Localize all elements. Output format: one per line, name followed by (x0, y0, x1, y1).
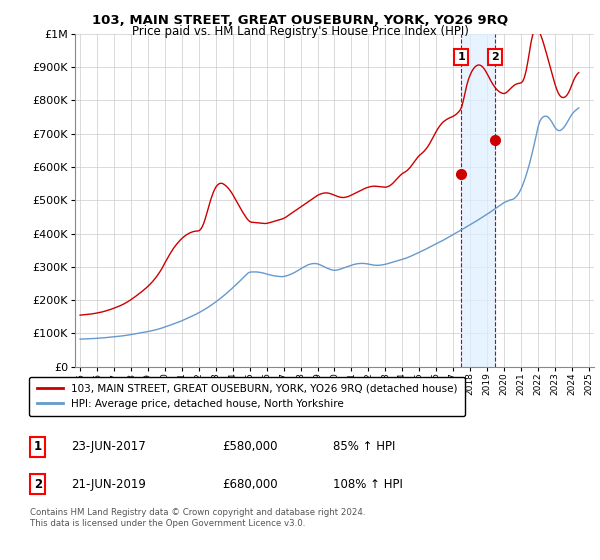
Text: 1: 1 (457, 52, 465, 62)
Bar (461, 34, 495, 367)
Text: 85% ↑ HPI: 85% ↑ HPI (333, 440, 395, 454)
Text: 21-JUN-2019: 21-JUN-2019 (71, 478, 146, 491)
Text: Price paid vs. HM Land Registry's House Price Index (HPI): Price paid vs. HM Land Registry's House … (131, 25, 469, 38)
Text: £680,000: £680,000 (223, 478, 278, 491)
Text: 1: 1 (34, 440, 42, 454)
Text: 103, MAIN STREET, GREAT OUSEBURN, YORK, YO26 9RQ: 103, MAIN STREET, GREAT OUSEBURN, YORK, … (92, 14, 508, 27)
Text: £580,000: £580,000 (223, 440, 278, 454)
Text: Contains HM Land Registry data © Crown copyright and database right 2024.
This d: Contains HM Land Registry data © Crown c… (29, 508, 365, 528)
Text: 23-JUN-2017: 23-JUN-2017 (71, 440, 146, 454)
Text: 2: 2 (34, 478, 42, 491)
Text: 108% ↑ HPI: 108% ↑ HPI (333, 478, 403, 491)
Text: 2: 2 (491, 52, 499, 62)
Legend: 103, MAIN STREET, GREAT OUSEBURN, YORK, YO26 9RQ (detached house), HPI: Average : 103, MAIN STREET, GREAT OUSEBURN, YORK, … (29, 377, 464, 417)
